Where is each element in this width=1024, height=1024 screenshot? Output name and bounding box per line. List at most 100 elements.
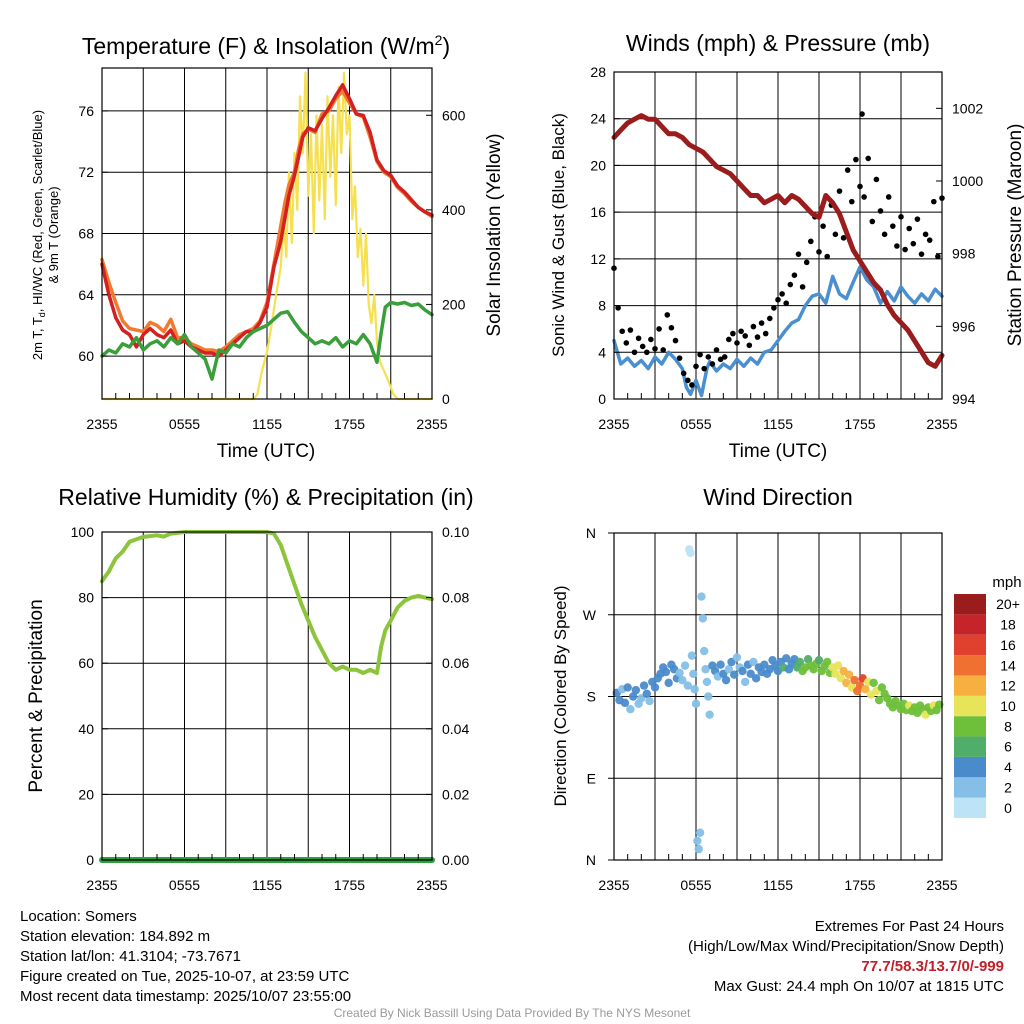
colorbar-swatch — [954, 695, 986, 717]
gust-point — [859, 111, 865, 117]
gust-point — [836, 188, 843, 194]
winds-right-tick-label: 1000 — [952, 173, 983, 189]
gust-point — [791, 272, 798, 279]
colorbar-label: 20+ — [996, 596, 1020, 612]
direction-point — [628, 692, 638, 701]
gust-point — [730, 330, 736, 337]
temperature-left-tick-label: 76 — [78, 103, 94, 119]
gust-point — [881, 231, 888, 238]
winds-left-tick-label: 12 — [590, 251, 606, 267]
gust-point — [676, 355, 683, 361]
temperature-left-axis-label-line2: & 9m T (Orange) — [46, 186, 61, 283]
colorbar-label: 16 — [1000, 637, 1016, 653]
gust-point — [767, 315, 773, 322]
humidity-x-tick-label: 2355 — [86, 877, 117, 893]
direction-point — [698, 614, 708, 623]
direction-point — [741, 677, 750, 687]
gust-point — [890, 223, 896, 229]
extremes-values: 77.7/58.3/13.7/0/-999 — [861, 958, 1004, 975]
winds-panel-title: Winds (mph) & Pressure (mb) — [626, 30, 930, 56]
gust-point — [824, 253, 830, 260]
winds-x-tick-label: 0555 — [680, 416, 711, 432]
extremes-info: Extremes For Past 24 Hours (High/Low/Max… — [688, 917, 1004, 997]
winds-right-tick-label: 1002 — [952, 100, 983, 116]
gust-point — [906, 225, 912, 232]
gust-point — [635, 335, 642, 342]
temperature-panel: 2355 0555 1155 1755 2355 60 64 68 72 76 0 200 400 600… — [30, 67, 505, 462]
direction-y-tick-label: N — [586, 525, 596, 541]
humidity-x-tick-label: 1755 — [334, 877, 365, 893]
series-station-pressure — [611, 113, 945, 369]
station-elevation: Station elevation: 184.892 m — [20, 928, 211, 945]
humidity-right-tick-label: 0.02 — [442, 786, 469, 802]
gust-point — [914, 216, 921, 222]
gust-point — [656, 326, 662, 332]
direction-point — [623, 683, 632, 692]
gust-point — [840, 235, 847, 241]
humidity-panel: 2355 0555 1155 1755 2355 0 20 40 60 80 100 0.00 0.02… — [26, 524, 469, 893]
colorbar-swatch — [954, 736, 986, 757]
direction-point — [693, 836, 702, 846]
direction-point — [661, 667, 671, 677]
colorbar-title: mph — [992, 574, 1021, 591]
winds-x-tick-label: 1155 — [763, 416, 793, 432]
humidity-right-tick-label: 0.10 — [442, 524, 469, 540]
direction-point — [724, 665, 733, 674]
direction-point — [833, 661, 843, 670]
colorbar-label: 14 — [1000, 657, 1016, 673]
gust-point — [726, 336, 732, 343]
direction-y-tick-label: W — [583, 607, 597, 623]
colorbar-swatch — [954, 716, 986, 737]
gust-point — [877, 208, 884, 214]
humidity-x-tick-label: 2355 — [416, 877, 447, 893]
credit-line: Created By Nick Bassill Using Data Provi… — [333, 1006, 691, 1020]
colorbar-label: 2 — [1004, 779, 1012, 795]
temperature-x-tick-label: 2355 — [416, 416, 447, 432]
direction-x-tick-label: 2355 — [926, 877, 957, 893]
gust-point — [898, 214, 904, 220]
gust-point — [685, 377, 691, 384]
gust-point — [771, 305, 777, 311]
direction-left-axis-label: Direction (Colored By Speed) — [551, 585, 570, 806]
gust-point — [820, 223, 826, 229]
direction-point — [697, 592, 706, 601]
gust-point — [742, 333, 748, 339]
humidity-left-tick-label: 0 — [86, 852, 94, 868]
temperature-left-tick-label: 72 — [78, 164, 94, 180]
gust-point — [619, 328, 625, 335]
humidity-right-tick-label: 0.06 — [442, 655, 469, 671]
gust-point — [762, 330, 769, 337]
direction-point — [751, 674, 761, 683]
colorbar-swatch — [954, 634, 986, 656]
direction-point — [683, 681, 692, 690]
direction-y-tick-label: N — [586, 852, 596, 868]
temperature-left-tick-label: 64 — [78, 287, 94, 303]
direction-point — [730, 670, 739, 679]
gust-point — [779, 291, 785, 297]
gust-point — [803, 259, 810, 266]
gust-point — [844, 167, 851, 173]
gust-point — [631, 349, 638, 356]
humidity-left-axis-label: Percent & Precipitation — [26, 599, 47, 792]
temperature-left-tick-label: 68 — [78, 226, 94, 242]
direction-point — [686, 548, 695, 558]
direction-point — [861, 685, 870, 694]
direction-point — [645, 696, 654, 706]
colorbar-swatch — [954, 655, 986, 676]
temperature-left-axis-label: 2m T, Td, HI/WC (Red, Green, Scarlet/Blu… — [30, 110, 47, 360]
figure-created: Figure created on Tue, 2025-10-07, at 23… — [20, 968, 350, 985]
winds-x-tick-label: 2355 — [598, 416, 629, 432]
humidity-left-tick-label: 20 — [78, 786, 94, 802]
temperature-right-tick-label: 0 — [442, 391, 450, 407]
humidity-panel-title: Relative Humidity (%) & Precipitation (i… — [58, 484, 473, 510]
direction-point — [680, 661, 690, 670]
gust-point — [902, 246, 908, 253]
direction-point — [631, 685, 641, 695]
direction-point — [869, 678, 878, 688]
gust-point — [648, 336, 654, 343]
gust-point — [738, 328, 744, 335]
direction-x-tick-label: 1755 — [844, 877, 875, 893]
humidity-left-tick-label: 60 — [78, 655, 94, 671]
gust-point — [693, 363, 699, 370]
gust-point — [816, 249, 822, 255]
